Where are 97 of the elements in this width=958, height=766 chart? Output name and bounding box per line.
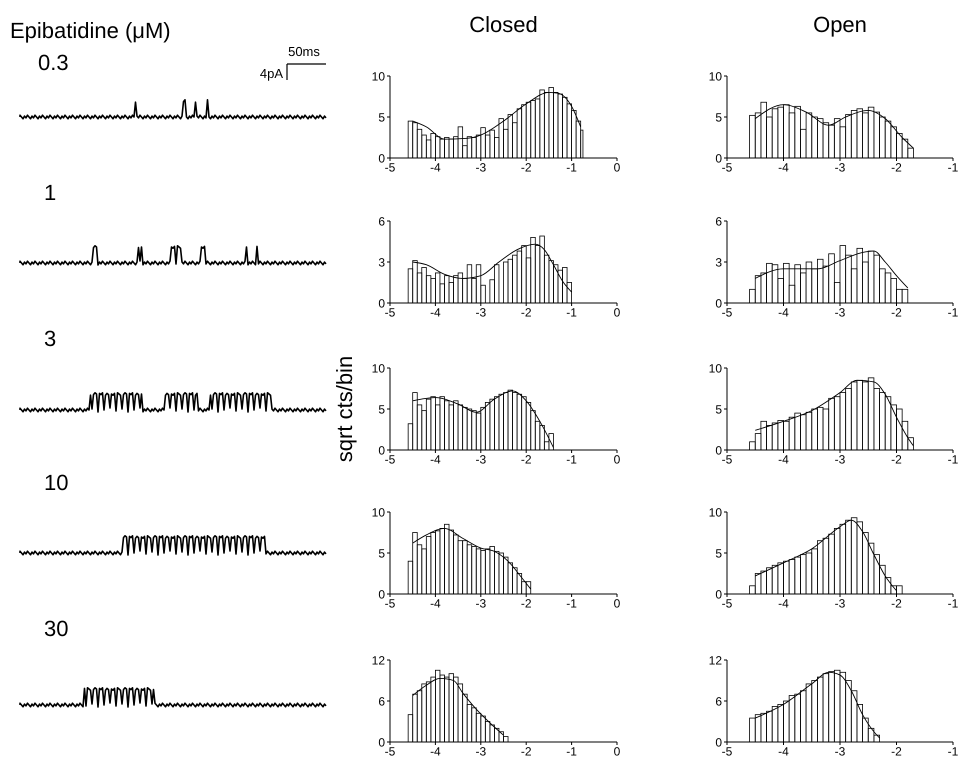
x-tick-label: -3 [834, 744, 846, 759]
y-tick-label: 10 [372, 69, 386, 84]
x-tick-label: -1 [948, 744, 958, 759]
category-label: 0.3 [38, 50, 69, 75]
x-tick-label: -5 [384, 744, 396, 759]
x-tick-label: -1 [948, 596, 958, 611]
x-tick-label: -3 [834, 306, 846, 320]
x-tick-label: -3 [475, 306, 486, 320]
y-tick-label: 0 [715, 735, 722, 750]
x-tick-label: -1 [948, 306, 958, 320]
y-tick-label: 10 [708, 505, 722, 520]
y-tick-label: 0 [378, 735, 386, 750]
y-tick-label: 0 [715, 443, 722, 458]
y-tick-label: 5 [378, 402, 386, 416]
x-tick-label: -3 [834, 452, 846, 467]
x-tick-label: -2 [520, 306, 532, 320]
category-label: 10 [44, 470, 68, 495]
x-tick-label: -4 [778, 306, 790, 320]
x-tick-label: -4 [430, 452, 442, 467]
x-tick-label: -1 [948, 160, 958, 175]
y-tick-label: 0 [378, 296, 386, 310]
x-tick-label: -5 [722, 596, 733, 611]
y-tick-label: 0 [378, 443, 386, 458]
category-label: 3 [44, 326, 56, 351]
y-tick-label: 3 [715, 255, 722, 270]
y-tick-label: 12 [372, 653, 386, 668]
x-tick-label: -2 [891, 744, 902, 759]
text: 4pA [260, 66, 284, 81]
x-tick-label: 0 [614, 596, 621, 611]
chart-title: Open [813, 12, 867, 38]
y-tick-label: 0 [378, 151, 386, 166]
y-tick-label: 10 [372, 505, 386, 520]
x-tick-label: -2 [520, 744, 532, 759]
y-tick-label: 3 [378, 255, 386, 270]
x-tick-label: -5 [384, 452, 396, 467]
y-tick-label: 12 [708, 653, 722, 668]
x-tick-label: -2 [520, 596, 532, 611]
text: Epibatidine (μM) [10, 18, 171, 43]
chart-title: Closed [469, 12, 538, 38]
x-tick-label: 0 [614, 160, 621, 175]
x-tick-label: 0 [614, 306, 621, 320]
y-tick-label: 6 [378, 694, 386, 708]
x-tick-label: -1 [566, 160, 578, 175]
x-tick-label: -5 [722, 452, 733, 467]
x-tick-label: -5 [384, 596, 396, 611]
x-tick-label: -4 [430, 744, 442, 759]
x-tick-label: -2 [520, 160, 532, 175]
x-tick-label: -2 [891, 306, 902, 320]
x-tick-label: -2 [520, 452, 532, 467]
y-tick-label: 5 [378, 110, 386, 124]
y-tick-label: 0 [715, 151, 722, 166]
x-tick-label: -3 [475, 160, 486, 175]
y-tick-label: 0 [715, 296, 722, 310]
x-tick-label: -1 [566, 306, 578, 320]
category-label: 30 [44, 616, 68, 641]
x-tick-label: -2 [891, 596, 902, 611]
y-tick-label: 0 [715, 587, 722, 602]
y-tick-label: 6 [715, 214, 722, 228]
y-tick-label: 5 [715, 110, 722, 124]
x-tick-label: -5 [722, 306, 733, 320]
y-tick-label: 10 [708, 361, 722, 376]
y-tick-label: 10 [372, 361, 386, 376]
x-tick-label: 0 [614, 452, 621, 467]
x-tick-label: -4 [430, 596, 442, 611]
x-tick-label: -4 [778, 160, 790, 175]
x-tick-label: -1 [566, 744, 578, 759]
x-tick-label: -5 [384, 160, 396, 175]
category-label: 1 [44, 180, 56, 205]
x-tick-label: -4 [430, 160, 442, 175]
y-axis-title: sqrt cts/bin [332, 356, 357, 462]
y-tick-label: 10 [708, 69, 722, 84]
x-tick-label: -5 [384, 306, 396, 320]
x-tick-label: -5 [722, 744, 733, 759]
x-tick-label: -1 [948, 452, 958, 467]
x-tick-label: -3 [475, 452, 486, 467]
y-tick-label: 5 [715, 402, 722, 416]
x-tick-label: -3 [834, 160, 846, 175]
x-tick-label: -5 [722, 160, 733, 175]
x-tick-label: -1 [566, 596, 578, 611]
line-series [412, 390, 554, 448]
y-tick-label: 5 [378, 546, 386, 560]
x-tick-label: -3 [475, 744, 486, 759]
y-tick-label: 6 [378, 214, 386, 228]
x-tick-label: -4 [778, 452, 790, 467]
x-tick-label: -2 [891, 452, 902, 467]
x-tick-label: -2 [891, 160, 902, 175]
x-tick-label: -4 [778, 744, 790, 759]
y-tick-label: 5 [715, 546, 722, 560]
x-tick-label: -4 [778, 596, 790, 611]
x-tick-label: 0 [614, 744, 621, 759]
text: 50ms [288, 44, 320, 59]
y-tick-label: 6 [715, 694, 722, 708]
x-tick-label: -3 [475, 596, 486, 611]
y-tick-label: 0 [378, 587, 386, 602]
x-tick-label: -4 [430, 306, 442, 320]
x-tick-label: -3 [834, 596, 846, 611]
x-tick-label: -1 [566, 452, 578, 467]
